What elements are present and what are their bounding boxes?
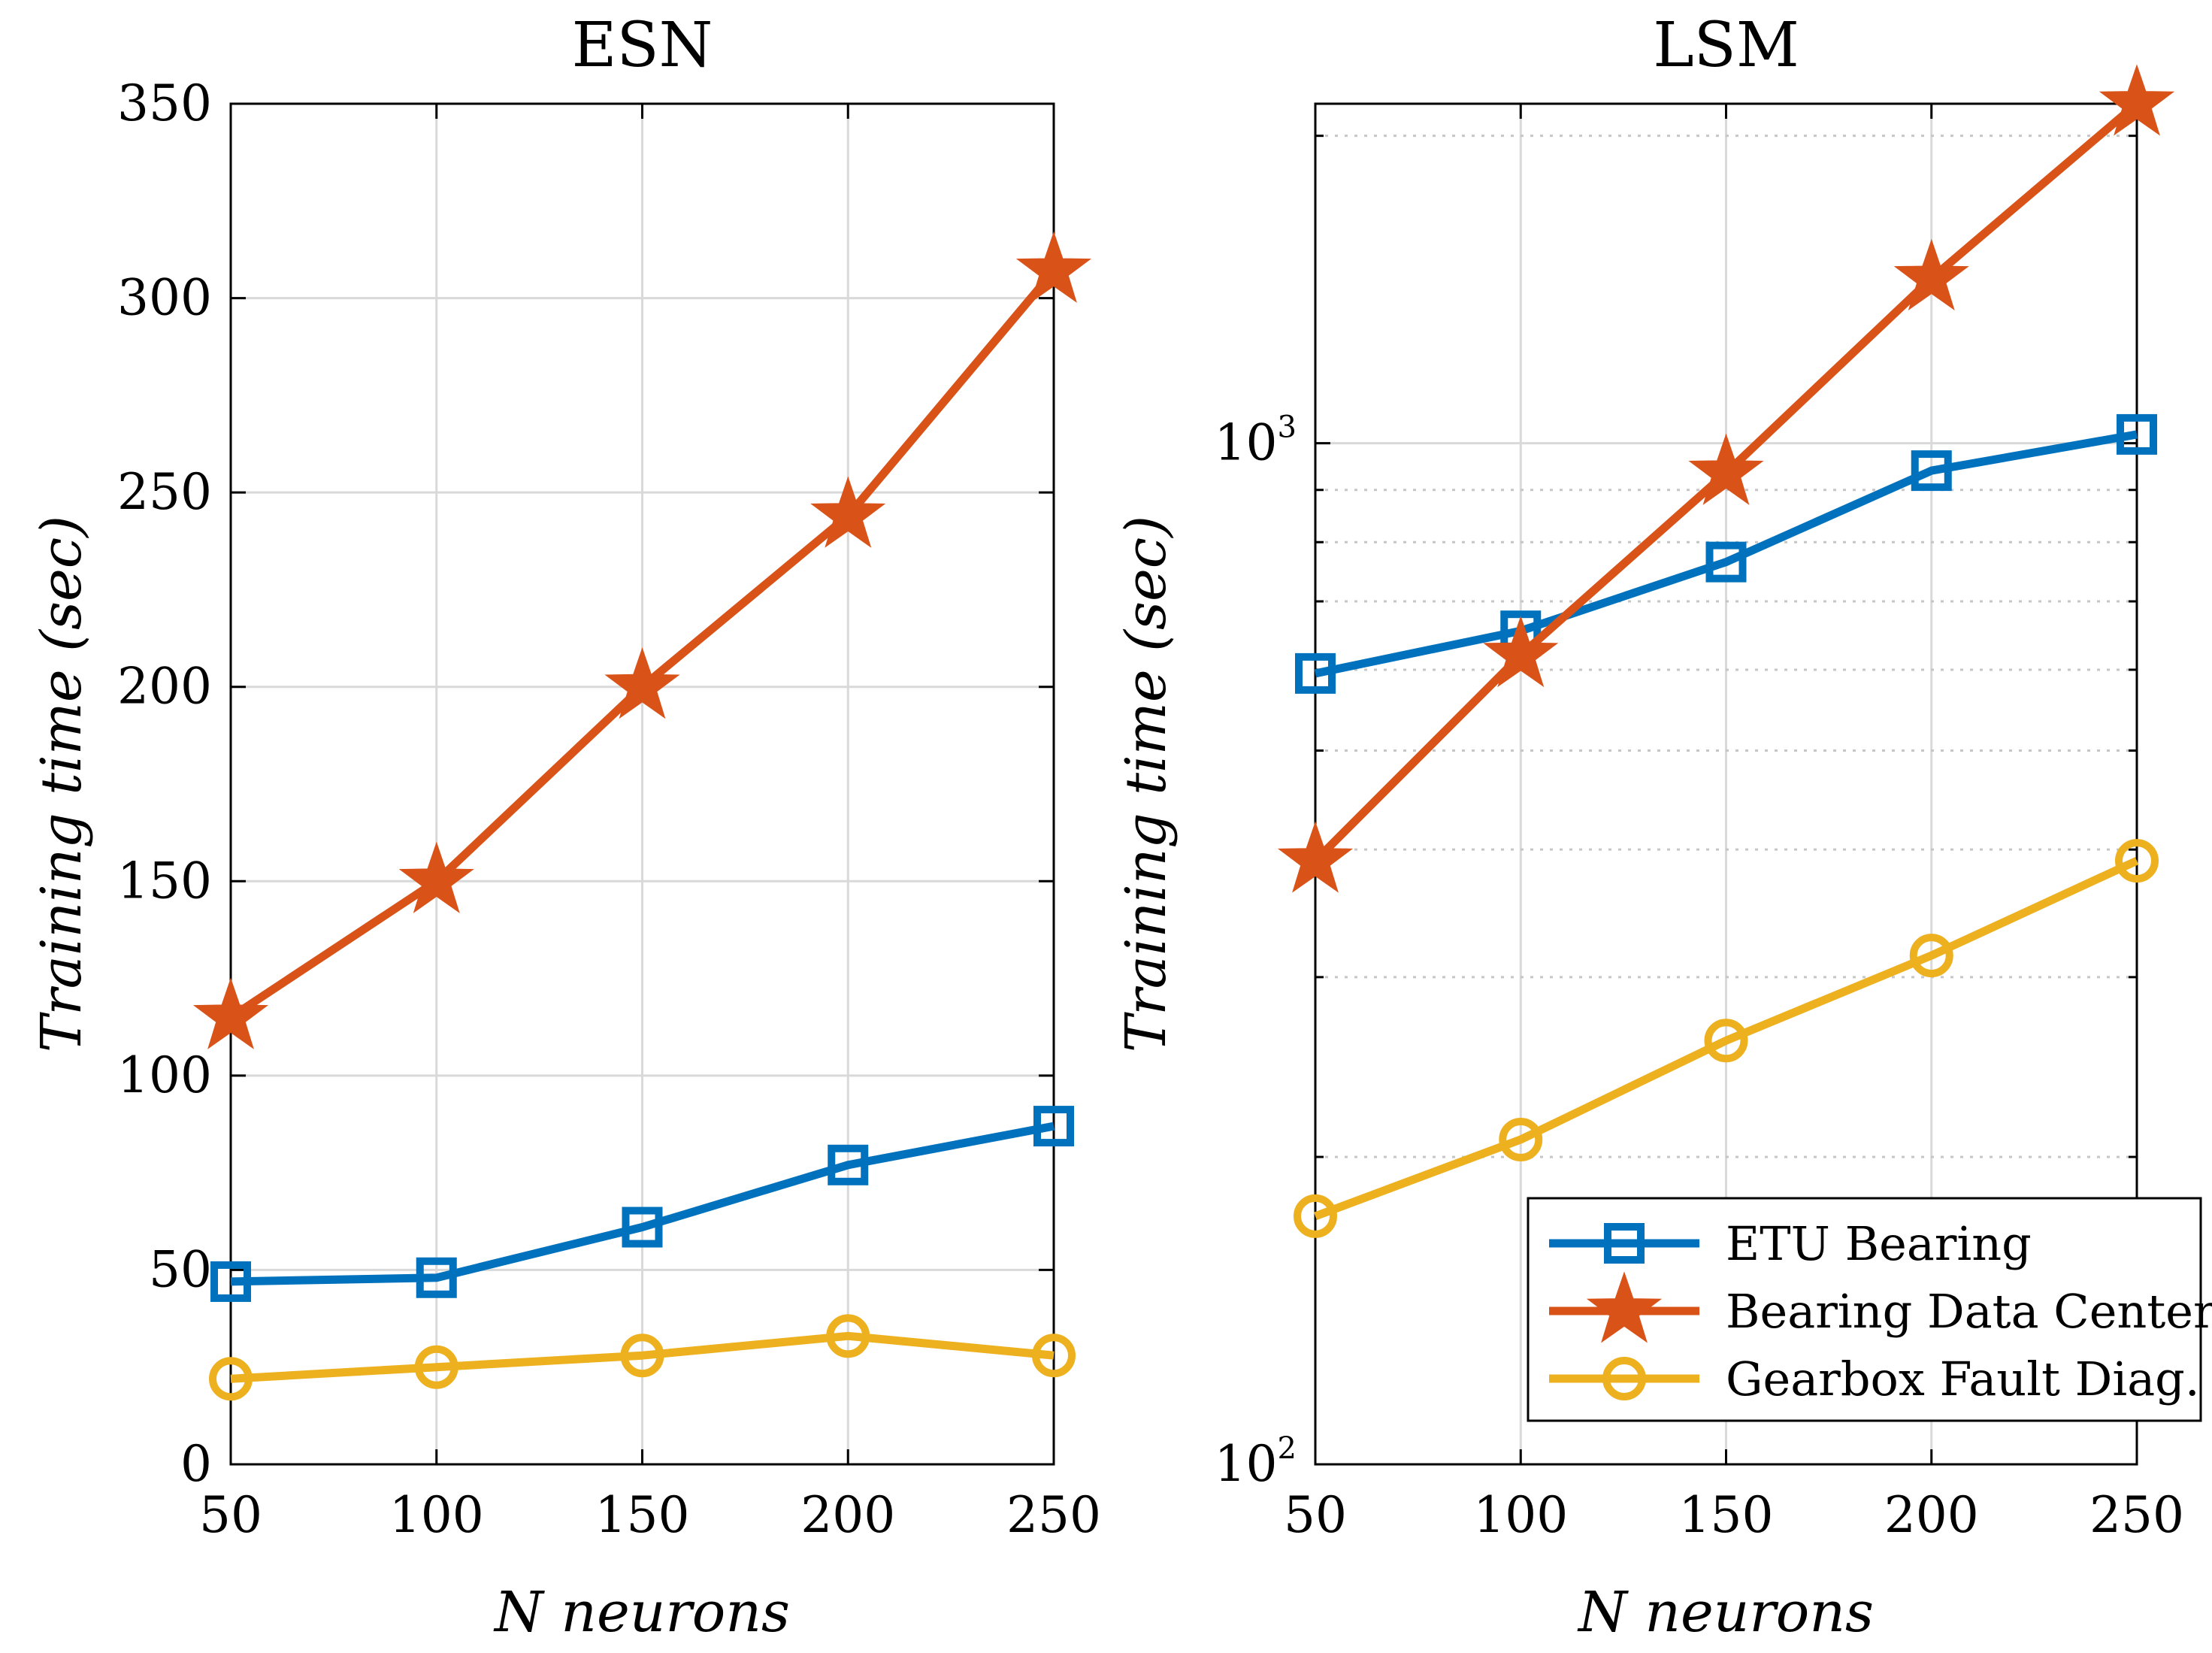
esn-marker-etu-bearing [1033, 1106, 1074, 1147]
lsm-marker-bearing-data-center [1688, 433, 1764, 505]
esn-marker-gearbox-fault-diag [620, 1334, 664, 1378]
esn-panel: 50 100 150 200 250050100150200250300350ESNN … [29, 10, 1101, 1645]
esn-x-tick-label: 200 [800, 1486, 895, 1544]
esn-marker-gearbox-fault-diag [209, 1357, 253, 1401]
lsm-panel: 50 100 150 200 250 102 103 LSM N neurons Training… [1114, 10, 2184, 1645]
lsm-marker-etu-bearing [1295, 652, 1336, 694]
legend-marker-bearing-data-center [1586, 1271, 1663, 1343]
esn-marker-bearing-data-center [604, 647, 680, 719]
lsm-y-tick-label: 103 [1215, 410, 1297, 472]
lsm-marker-etu-bearing [1705, 541, 1747, 583]
esn-marker-etu-bearing [828, 1144, 869, 1185]
esn-marker-bearing-data-center [192, 977, 269, 1049]
lsm-marker-etu-bearing [2117, 413, 2157, 455]
esn-series-line-gearbox-fault-diag [230, 1331, 1055, 1383]
lsm-marker-bearing-data-center [1893, 238, 1969, 310]
lsm-marker-etu-bearing [1911, 450, 1952, 492]
lsm-marker-gearbox-fault-diag [1704, 1019, 1748, 1063]
esn-marker-bearing-data-center [1015, 231, 1092, 303]
lsm-y-tick-label: 102 [1215, 1431, 1297, 1493]
esn-marker-etu-bearing [622, 1206, 663, 1248]
lsm-x-tick-label: 100 [1473, 1486, 1568, 1544]
legend-label-etu-bearing: ETU Bearing [1726, 1216, 2032, 1271]
lsm-marker-gearbox-fault-diag [1294, 1194, 1337, 1238]
lsm-x-axis-label: N neurons [1577, 1580, 1874, 1645]
lsm-x-tick-label: 250 [2089, 1486, 2184, 1544]
legend-marker-etu-bearing [1604, 1223, 1645, 1264]
esn-x-tick-label: 50 [199, 1486, 262, 1544]
esn-y-tick-label: 350 [117, 74, 212, 132]
esn-series-line-etu-bearing [230, 1122, 1055, 1286]
esn-y-tick-label: 100 [117, 1046, 212, 1104]
lsm-title: LSM [1653, 10, 1799, 81]
legend-label-gearbox-fault-diag: Gearbox Fault Diag. [1726, 1352, 2200, 1406]
esn-title: ESN [572, 10, 713, 81]
esn-y-tick-label: 0 [180, 1435, 212, 1493]
esn-y-tick-label: 150 [117, 852, 212, 910]
lsm-y-axis-label: Training time (sec) [1114, 516, 1179, 1052]
esn-y-axis-label: Training time (sec) [29, 516, 94, 1052]
legend: ETU Bearing Bearing Data Center Gearbox Fa… [1527, 1197, 2212, 1422]
lsm-marker-gearbox-fault-diag [1909, 934, 1953, 978]
esn-x-tick-label: 250 [1006, 1486, 1101, 1544]
esn-marker-gearbox-fault-diag [826, 1314, 870, 1358]
lsm-marker-bearing-data-center [1277, 821, 1354, 893]
lsm-series-line-etu-bearing [1314, 430, 2138, 678]
esn-x-tick-label: 100 [389, 1486, 484, 1544]
esn-y-tick-label: 300 [117, 269, 212, 327]
esn-marker-etu-bearing [210, 1261, 251, 1302]
lsm-marker-bearing-data-center [2099, 64, 2175, 136]
esn-x-tick-label: 150 [595, 1486, 690, 1544]
lsm-x-tick-label: 200 [1884, 1486, 1979, 1544]
lsm-marker-bearing-data-center [1483, 615, 1559, 688]
esn-marker-etu-bearing [416, 1257, 457, 1298]
esn-marker-gearbox-fault-diag [414, 1345, 458, 1389]
lsm-series-line-gearbox-fault-diag [1314, 857, 2139, 1221]
esn-x-axis-label: N neurons [493, 1580, 790, 1645]
legend-marker-gearbox-fault-diag [1602, 1357, 1646, 1400]
esn-marker-bearing-data-center [810, 476, 886, 548]
esn-y-tick-label: 50 [149, 1240, 212, 1298]
esn-marker-bearing-data-center [398, 841, 474, 913]
legend-label-bearing-data-center: Bearing Data Center [1726, 1284, 2212, 1339]
esn-marker-gearbox-fault-diag [1032, 1334, 1076, 1378]
lsm-marker-gearbox-fault-diag [1499, 1117, 1543, 1161]
esn-y-tick-label: 250 [117, 463, 212, 521]
lsm-x-tick-label: 50 [1284, 1486, 1347, 1544]
lsm-x-tick-label: 150 [1679, 1486, 1774, 1544]
lsm-marker-gearbox-fault-diag [2115, 839, 2159, 883]
esn-y-tick-label: 200 [117, 658, 212, 716]
